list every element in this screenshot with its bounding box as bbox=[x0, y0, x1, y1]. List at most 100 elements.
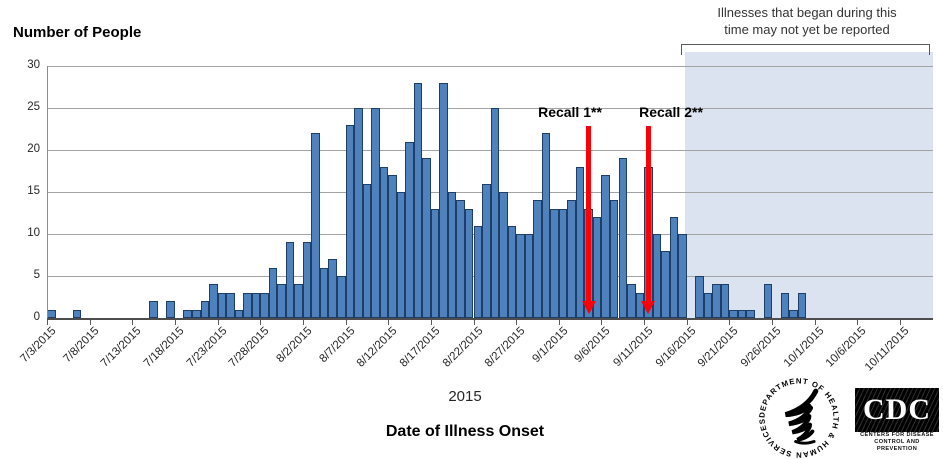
y-tick-label-15: 15 bbox=[27, 185, 40, 197]
cdc-caption-line1: CENTERS FOR DISEASE bbox=[860, 432, 934, 438]
y-tick-label-20: 20 bbox=[27, 143, 40, 155]
bar-8/17/2015 bbox=[430, 208, 440, 318]
bar-9/9/2015 bbox=[627, 284, 636, 318]
bar-7/19/2015 bbox=[183, 309, 192, 318]
bar-8/2/2015 bbox=[302, 242, 312, 318]
bar-8/23/2015 bbox=[482, 183, 491, 318]
bar-8/27/2015 bbox=[516, 234, 525, 318]
bar-8/10/2015 bbox=[371, 108, 380, 318]
cdc-logo: CDC CENTERS FOR DISEASE CONTROL AND PREV… bbox=[855, 388, 939, 454]
bar-8/13/2015 bbox=[396, 192, 406, 318]
x-axis-title: Date of Illness Onset bbox=[385, 423, 545, 440]
bar-9/1/2015 bbox=[558, 208, 568, 318]
y-tick-label-30: 30 bbox=[27, 59, 40, 71]
recall-1-label: Recall 1** bbox=[538, 104, 602, 120]
x-tick-10/6/2015 bbox=[857, 320, 859, 325]
x-tick-7/18/2015 bbox=[174, 320, 176, 325]
cdc-caption-line2: CONTROL AND PREVENTION bbox=[874, 439, 920, 452]
hhs-ring-text: DEPARTMENT OF HEALTH & HUMAN SERVICES • … bbox=[755, 376, 840, 459]
x-tick-9/21/2015 bbox=[729, 320, 731, 325]
bar-7/25/2015 bbox=[234, 309, 244, 318]
bar-9/3/2015 bbox=[575, 166, 585, 318]
bar-9/22/2015 bbox=[737, 309, 747, 318]
x-tick-7/3/2015 bbox=[47, 320, 48, 325]
bar-9/28/2015 bbox=[789, 309, 798, 318]
cdc-acronym: CDC bbox=[863, 393, 931, 426]
bar-7/6/2015 bbox=[72, 309, 82, 318]
gridline-20 bbox=[47, 150, 933, 151]
bar-7/15/2015 bbox=[149, 301, 158, 318]
x-tick-8/7/2015 bbox=[345, 320, 347, 325]
bar-9/2/2015 bbox=[567, 200, 576, 318]
hhs-logo: DEPARTMENT OF HEALTH & HUMAN SERVICES • … bbox=[755, 376, 841, 459]
x-tick-7/28/2015 bbox=[260, 320, 262, 325]
bar-8/20/2015 bbox=[456, 200, 465, 318]
bar-8/24/2015 bbox=[490, 108, 500, 318]
x-tick-7/13/2015 bbox=[132, 320, 134, 325]
cdc-box: CDC bbox=[855, 388, 939, 432]
bar-9/8/2015 bbox=[618, 158, 628, 318]
x-axis-line bbox=[47, 318, 933, 320]
x-tick-7/8/2015 bbox=[89, 320, 91, 325]
unreported-note: Illnesses that began during this time ma… bbox=[692, 4, 922, 38]
bar-8/16/2015 bbox=[422, 158, 431, 318]
bar-9/13/2015 bbox=[661, 250, 670, 318]
x-tick-10/11/2015 bbox=[900, 320, 901, 325]
bar-8/28/2015 bbox=[524, 234, 534, 318]
x-tick-8/27/2015 bbox=[516, 320, 518, 325]
bar-7/26/2015 bbox=[243, 292, 252, 318]
bar-9/19/2015 bbox=[712, 284, 721, 318]
bar-9/15/2015 bbox=[678, 234, 687, 318]
hhs-eagle-icon bbox=[784, 388, 819, 445]
bar-7/20/2015 bbox=[192, 309, 201, 318]
x-tick-8/12/2015 bbox=[388, 320, 390, 325]
x-tick-10/1/2015 bbox=[814, 320, 816, 325]
x-tick-9/16/2015 bbox=[686, 320, 688, 325]
unreported-note-line2: time may not yet be reported bbox=[724, 22, 890, 37]
bar-9/20/2015 bbox=[720, 284, 730, 318]
unreported-shaded-region bbox=[685, 52, 933, 318]
bar-7/3/2015 bbox=[47, 309, 56, 318]
bar-9/18/2015 bbox=[703, 292, 713, 318]
bar-9/14/2015 bbox=[669, 217, 679, 318]
bar-8/8/2015 bbox=[354, 108, 363, 318]
bar-8/31/2015 bbox=[550, 208, 559, 318]
bar-9/6/2015 bbox=[601, 175, 610, 318]
x-tick-9/1/2015 bbox=[558, 320, 560, 325]
bar-8/22/2015 bbox=[473, 225, 483, 318]
bar-8/3/2015 bbox=[311, 133, 320, 318]
bar-8/4/2015 bbox=[319, 267, 329, 318]
svg-text:DEPARTMENT OF HEALTH & HUMAN S: DEPARTMENT OF HEALTH & HUMAN SERVICES • … bbox=[755, 376, 841, 459]
bar-9/29/2015 bbox=[797, 292, 807, 318]
bar-8/12/2015 bbox=[388, 175, 397, 318]
bar-9/23/2015 bbox=[746, 309, 755, 318]
bar-9/12/2015 bbox=[652, 234, 662, 318]
bar-7/28/2015 bbox=[260, 292, 269, 318]
bar-8/18/2015 bbox=[439, 82, 448, 318]
y-axis-title: Number of People bbox=[13, 24, 142, 41]
bar-8/19/2015 bbox=[447, 192, 457, 318]
x-tick-7/23/2015 bbox=[217, 320, 219, 325]
bar-8/25/2015 bbox=[499, 192, 508, 318]
bar-8/1/2015 bbox=[294, 284, 303, 318]
x-tick-8/22/2015 bbox=[473, 320, 475, 325]
x-axis-year-label: 2015 bbox=[448, 388, 482, 405]
bar-8/14/2015 bbox=[405, 141, 414, 318]
bar-7/31/2015 bbox=[285, 242, 295, 318]
bar-8/26/2015 bbox=[507, 225, 517, 318]
y-tick-label-25: 25 bbox=[27, 101, 40, 113]
x-tick-8/17/2015 bbox=[430, 320, 432, 325]
y-axis-line bbox=[47, 66, 48, 318]
bar-7/29/2015 bbox=[268, 267, 278, 318]
bar-8/5/2015 bbox=[328, 259, 337, 318]
bar-8/21/2015 bbox=[464, 208, 474, 318]
bar-7/21/2015 bbox=[200, 301, 210, 318]
bar-7/27/2015 bbox=[251, 292, 261, 318]
bar-9/17/2015 bbox=[695, 276, 704, 318]
gridline-30 bbox=[47, 66, 933, 67]
bar-7/30/2015 bbox=[277, 284, 286, 318]
bar-7/23/2015 bbox=[217, 292, 227, 318]
bar-9/5/2015 bbox=[592, 217, 602, 318]
bar-9/25/2015 bbox=[763, 284, 773, 318]
